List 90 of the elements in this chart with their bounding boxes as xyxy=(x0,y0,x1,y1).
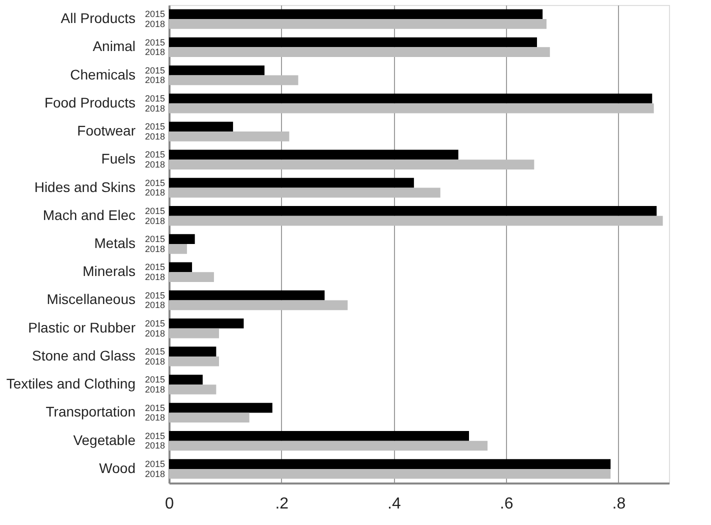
y-tick-label: Wood xyxy=(99,460,136,476)
bar xyxy=(169,468,611,479)
text: 2015 xyxy=(144,122,165,132)
y-tick-label: Miscellaneous xyxy=(46,291,136,308)
text: 2015 xyxy=(144,262,165,272)
y-tick-label: Animal xyxy=(92,38,136,54)
y-tick-label: Plastic or Rubber xyxy=(28,319,136,336)
bar xyxy=(169,47,550,58)
series-label: 2018 xyxy=(144,18,165,29)
text: 2018 xyxy=(144,131,165,142)
text: 2015 xyxy=(144,37,165,48)
text: 2018 xyxy=(144,356,165,366)
bar xyxy=(169,65,265,76)
text: 2018 xyxy=(144,244,165,254)
x-tick-label: .8 xyxy=(612,496,626,512)
y-tick-label: Vegetable xyxy=(73,432,136,448)
y-tick-label: All Products xyxy=(60,10,136,26)
y-tick-label: Textiles and Clothing xyxy=(6,376,136,392)
bar xyxy=(169,272,214,282)
y-tick-label: Chemicals xyxy=(70,66,136,82)
bar xyxy=(169,356,219,366)
bar xyxy=(169,188,440,198)
text: 2018 xyxy=(144,103,165,114)
bar xyxy=(169,346,216,356)
bar xyxy=(169,318,244,328)
bar xyxy=(169,206,657,216)
x-tick-label: 0 xyxy=(165,496,174,512)
text: 2015 xyxy=(144,93,165,104)
text: 2015 xyxy=(144,402,165,413)
text: 2015 xyxy=(144,206,165,216)
text: 2018 xyxy=(144,188,165,198)
text: 2018 xyxy=(144,328,165,338)
series-label: 2015 xyxy=(144,9,165,20)
bar xyxy=(169,75,298,86)
x-tick-label: .2 xyxy=(275,496,289,512)
text: 2018 xyxy=(144,412,165,423)
text: 2015 xyxy=(144,374,165,385)
text: 2015 xyxy=(144,318,165,328)
bar xyxy=(169,459,611,469)
text: 2015 xyxy=(144,430,165,441)
bar xyxy=(169,234,195,244)
text: 2015 xyxy=(144,150,165,160)
text: 2018 xyxy=(144,47,165,58)
bar xyxy=(169,160,534,170)
bar xyxy=(169,374,203,385)
bar xyxy=(169,290,325,300)
y-tick-label: Food Products xyxy=(44,94,136,110)
text: 2015 xyxy=(144,234,165,244)
text: 2015 xyxy=(144,346,165,357)
bar xyxy=(169,402,272,413)
text: 2018 xyxy=(144,75,165,86)
text: 2018 xyxy=(144,216,165,226)
bar xyxy=(169,19,547,29)
y-tick-label: Minerals xyxy=(82,263,136,280)
bar xyxy=(169,216,663,226)
text: 2018 xyxy=(144,468,165,479)
y-tick-label: Transportation xyxy=(46,404,136,420)
y-tick-label: Stone and Glass xyxy=(32,347,136,364)
bar xyxy=(169,262,192,272)
bar xyxy=(169,94,652,104)
bar xyxy=(169,384,216,394)
text: 2015 xyxy=(144,290,165,300)
y-tick-label: Mach and Elec xyxy=(42,206,136,223)
bar xyxy=(169,440,488,451)
bar xyxy=(169,150,458,160)
bar xyxy=(169,103,654,114)
bar xyxy=(169,37,537,48)
y-tick-label: Fuels xyxy=(101,150,136,167)
bar xyxy=(169,412,250,423)
bar xyxy=(169,300,348,310)
text: 2015 xyxy=(144,65,165,76)
text: 2018 xyxy=(144,384,165,395)
text: 2018 xyxy=(144,440,165,451)
text: 2015 xyxy=(144,178,165,188)
bar xyxy=(169,244,187,254)
text: 2018 xyxy=(144,300,165,310)
y-tick-label: Hides and Skins xyxy=(34,178,136,195)
bar xyxy=(169,132,290,142)
text: 2018 xyxy=(144,160,165,170)
x-tick-label: .4 xyxy=(388,496,401,512)
y-tick-label: Metals xyxy=(94,235,136,251)
bar xyxy=(169,328,219,338)
bar xyxy=(169,430,469,441)
x-tick-label: .6 xyxy=(500,496,514,512)
y-tick-label: Footwear xyxy=(77,122,136,139)
bar xyxy=(169,9,543,20)
bar xyxy=(169,178,414,188)
text: 2015 xyxy=(144,459,165,470)
text: 2018 xyxy=(144,272,165,282)
bar xyxy=(169,122,234,132)
